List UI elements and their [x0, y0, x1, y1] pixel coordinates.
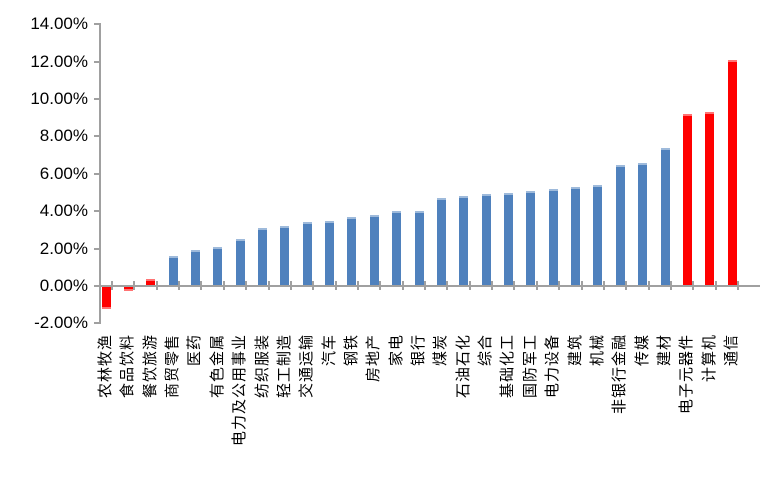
- bar[interactable]: [548, 188, 558, 286]
- bar[interactable]: [571, 186, 581, 286]
- bar[interactable]: [526, 190, 536, 286]
- x-axis-label: 农林牧渔: [97, 334, 114, 399]
- bar[interactable]: [101, 287, 111, 310]
- bar[interactable]: [123, 287, 133, 291]
- x-axis-label: 商贸零售: [164, 334, 182, 399]
- y-axis-tick-label: 4.00%: [39, 201, 88, 221]
- x-axis-label: 综合: [477, 334, 495, 367]
- y-axis-tick: [94, 210, 100, 213]
- bar[interactable]: [727, 59, 737, 286]
- bar[interactable]: [168, 256, 178, 286]
- x-axis-label: 基础化工: [499, 334, 517, 399]
- x-axis-label: 建筑: [566, 334, 584, 367]
- x-axis-label: 钢铁: [342, 334, 360, 367]
- bar[interactable]: [146, 278, 156, 286]
- x-axis-label: 计算机: [700, 334, 718, 383]
- bar[interactable]: [325, 220, 335, 286]
- y-axis-tick: [94, 135, 100, 138]
- bar[interactable]: [459, 196, 469, 286]
- bar[interactable]: [682, 114, 692, 286]
- bar[interactable]: [347, 216, 357, 286]
- bar[interactable]: [593, 185, 603, 286]
- bar[interactable]: [392, 211, 402, 286]
- x-axis-label: 电子元器件: [678, 334, 696, 415]
- y-axis-tick-label: 0.00%: [39, 276, 88, 295]
- x-axis-label: 房地产: [365, 334, 383, 383]
- y-axis-tick-label: 6.00%: [39, 163, 88, 183]
- bar[interactable]: [369, 214, 379, 286]
- y-axis-tick-label: 12.00%: [30, 51, 88, 71]
- x-axis-label: 传媒: [633, 334, 651, 367]
- y-axis-tick: [94, 23, 100, 26]
- y-axis-tick-label: 2.00%: [39, 238, 88, 258]
- x-axis-label: 家电: [387, 334, 405, 367]
- bar[interactable]: [213, 246, 223, 286]
- x-axis-label: 银行: [410, 334, 428, 367]
- x-axis-label: 轻工制造: [275, 334, 293, 399]
- bar[interactable]: [258, 228, 268, 286]
- bar[interactable]: [302, 222, 312, 286]
- y-axis-tick-label: -2.00%: [34, 313, 88, 333]
- bar[interactable]: [235, 239, 245, 286]
- bar[interactable]: [615, 164, 625, 286]
- y-axis-tick: [94, 247, 100, 250]
- y-axis-tick: [94, 60, 100, 63]
- bar[interactable]: [190, 250, 200, 286]
- y-axis-tick-label: 14.00%: [30, 14, 88, 34]
- bar[interactable]: [638, 162, 648, 286]
- x-axis-label: 石油石化: [454, 334, 472, 399]
- bar[interactable]: [436, 198, 446, 286]
- y-axis-line: [99, 23, 101, 325]
- x-axis-label: 电力设备: [544, 334, 562, 399]
- x-axis-label: 机械: [588, 334, 606, 367]
- x-axis-label: 建材: [656, 334, 673, 367]
- x-axis-label: 通信: [723, 334, 741, 367]
- y-axis-tick: [94, 172, 100, 175]
- y-axis-tick-label: 8.00%: [39, 126, 88, 146]
- bar[interactable]: [705, 112, 715, 286]
- x-axis-label: 汽车: [320, 334, 338, 367]
- x-axis-label: 食品饮料: [119, 334, 137, 399]
- y-axis-tick: [94, 285, 100, 287]
- y-axis-tick: [94, 98, 100, 101]
- x-axis-label: 电力及公用事业: [231, 334, 249, 447]
- x-axis-label: 煤炭: [432, 334, 450, 367]
- x-axis-label: 医药: [186, 334, 204, 367]
- bar[interactable]: [280, 226, 290, 286]
- bar[interactable]: [414, 211, 424, 286]
- bar[interactable]: [503, 192, 513, 286]
- x-axis-label: 餐饮旅游: [141, 334, 159, 399]
- x-axis-label: 交通运输: [298, 334, 316, 399]
- bar[interactable]: [660, 147, 670, 286]
- x-axis-line: [99, 285, 760, 287]
- x-axis-label: 纺织服装: [253, 334, 271, 399]
- y-axis-tick: [94, 322, 100, 325]
- x-axis-label: 有色金属: [208, 334, 226, 399]
- x-axis-label: 非银行金融: [611, 334, 629, 415]
- x-axis-label: 国防军工: [521, 334, 539, 399]
- bar[interactable]: [481, 194, 491, 286]
- y-axis-tick-label: 10.00%: [30, 89, 88, 109]
